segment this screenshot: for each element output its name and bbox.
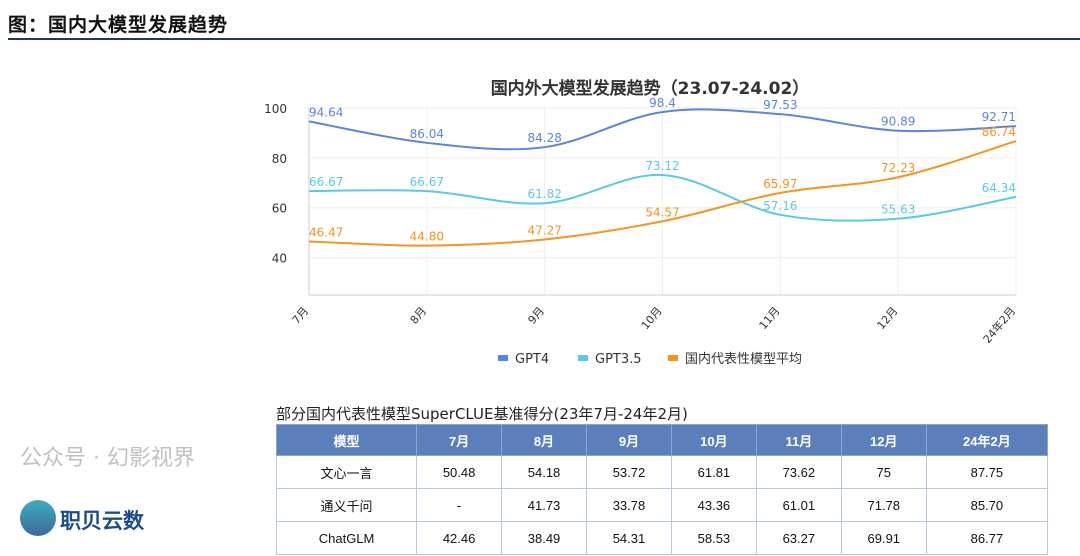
x-tick-label: 8月: [408, 305, 430, 327]
table-cell: 69.91: [840, 521, 927, 555]
x-tick-label: 24年2月: [980, 304, 1018, 346]
table-cell: 33.78: [586, 488, 672, 522]
x-tick-label: 7月: [290, 305, 312, 327]
legend-label: GPT4: [515, 352, 549, 367]
legend-swatch: [578, 355, 588, 361]
series-line: [308, 108, 1017, 151]
table-cell: -: [416, 488, 503, 522]
data-label: 90.89: [881, 115, 915, 129]
column-header: 7月: [416, 424, 503, 456]
table-cell: 73.62: [755, 455, 842, 489]
data-label: 57.16: [763, 199, 797, 213]
table-cell: 63.27: [755, 521, 842, 555]
data-label: 84.28: [527, 131, 561, 145]
table-cell: 75: [840, 455, 927, 489]
data-label: 64.34: [982, 181, 1016, 195]
data-label: 65.97: [763, 177, 797, 191]
table-cell: 58.53: [670, 521, 757, 555]
table-cell: 41.73: [501, 488, 587, 522]
table-cell: 38.49: [501, 521, 587, 555]
data-label: 94.64: [309, 105, 343, 119]
data-label: 66.67: [309, 175, 343, 189]
header-divider: [8, 38, 1080, 40]
table-cell: 通义千问: [275, 488, 418, 522]
data-label: 98.4: [649, 96, 676, 110]
logo-text: 职贝云数: [60, 509, 144, 533]
series-line: [308, 140, 1017, 247]
table-cell: 61.01: [755, 488, 842, 522]
data-label: 92.71: [982, 110, 1016, 124]
table-cell: 43.36: [670, 488, 757, 522]
y-tick-label: 40: [272, 252, 287, 266]
table-cell: ChatGLM: [275, 521, 418, 555]
x-tick-label: 12月: [874, 305, 900, 333]
logo-icon: [20, 500, 56, 536]
column-header: 12月: [840, 424, 927, 456]
y-tick-label: 60: [272, 202, 287, 216]
header-row: 模型 7月 8月 9月 10月 11月 12月 24年2月: [275, 424, 1049, 456]
column-header: 11月: [755, 424, 842, 456]
table-cell: 87.75: [925, 455, 1049, 489]
watermark-text: 公众号 · 幻影视界: [20, 446, 195, 471]
table-title: 部分国内代表性模型SuperCLUE基准得分(23年7月-24年2月): [276, 405, 688, 423]
data-label: 47.27: [527, 223, 561, 237]
y-tick-label: 80: [272, 152, 287, 166]
data-label: 86.04: [410, 127, 444, 141]
table-cell: 53.72: [586, 455, 672, 489]
table-row: ChatGLM 42.46 38.49 54.31 58.53 63.27 69.91 86.…: [275, 521, 1049, 555]
x-tick-label: 10月: [639, 305, 665, 333]
table-cell: 85.70: [925, 488, 1049, 522]
table-cell: 50.48: [416, 455, 503, 489]
table-cell: 61.81: [670, 455, 757, 489]
legend-label: 国内代表性模型平均: [685, 351, 802, 367]
column-header: 8月: [501, 424, 587, 456]
column-header: 模型: [275, 424, 418, 456]
x-tick-label: 9月: [525, 305, 547, 327]
column-header: 24年2月: [925, 424, 1049, 456]
table-cell: 71.78: [840, 488, 927, 522]
table-cell: 42.46: [416, 521, 503, 555]
table-cell: 文心一言: [275, 455, 418, 489]
y-tick-label: 100: [264, 102, 287, 116]
legend-swatch: [498, 355, 508, 361]
score-table: 模型 7月 8月 9月 10月 11月 12月 24年2月 文心一言 50.48 54.18 53.7…: [275, 424, 1049, 555]
data-label: 54.57: [645, 205, 679, 219]
series-line: [308, 174, 1017, 222]
data-label: 72.23: [881, 161, 915, 175]
data-label: 44.80: [410, 230, 444, 244]
data-label: 66.67: [410, 175, 444, 189]
table-body: 文心一言 50.48 54.18 53.72 61.81 73.62 75 87.75 通义千问…: [275, 455, 1049, 555]
table-cell: 54.31: [586, 521, 672, 555]
data-label: 55.63: [881, 203, 915, 217]
data-label: 61.82: [527, 187, 561, 201]
table-cell: 86.77: [925, 521, 1049, 555]
legend-swatch: [668, 355, 678, 361]
column-header: 9月: [586, 424, 672, 456]
data-label: 86.74: [982, 125, 1016, 139]
table-row: 通义千问 -41.73 33.78 43.36 61.01 71.78 85.70: [275, 488, 1049, 522]
data-label: 97.53: [763, 98, 797, 112]
legend-label: GPT3.5: [595, 352, 642, 367]
page-header-title: 图：国内大模型发展趋势: [8, 14, 229, 36]
x-tick-label: 11月: [757, 305, 783, 333]
data-label: 73.12: [645, 159, 679, 173]
data-label: 46.47: [309, 225, 343, 239]
table-cell: 54.18: [501, 455, 587, 489]
column-header: 10月: [670, 424, 757, 456]
table-row: 文心一言 50.48 54.18 53.72 61.81 73.62 75 87.75: [275, 455, 1049, 489]
line-chart: 国内外大模型发展趋势（23.07-24.02） 40 60 80 100 7月 8月 9月 10…: [264, 78, 1018, 367]
chart-title: 国内外大模型发展趋势（23.07-24.02）: [491, 78, 810, 99]
